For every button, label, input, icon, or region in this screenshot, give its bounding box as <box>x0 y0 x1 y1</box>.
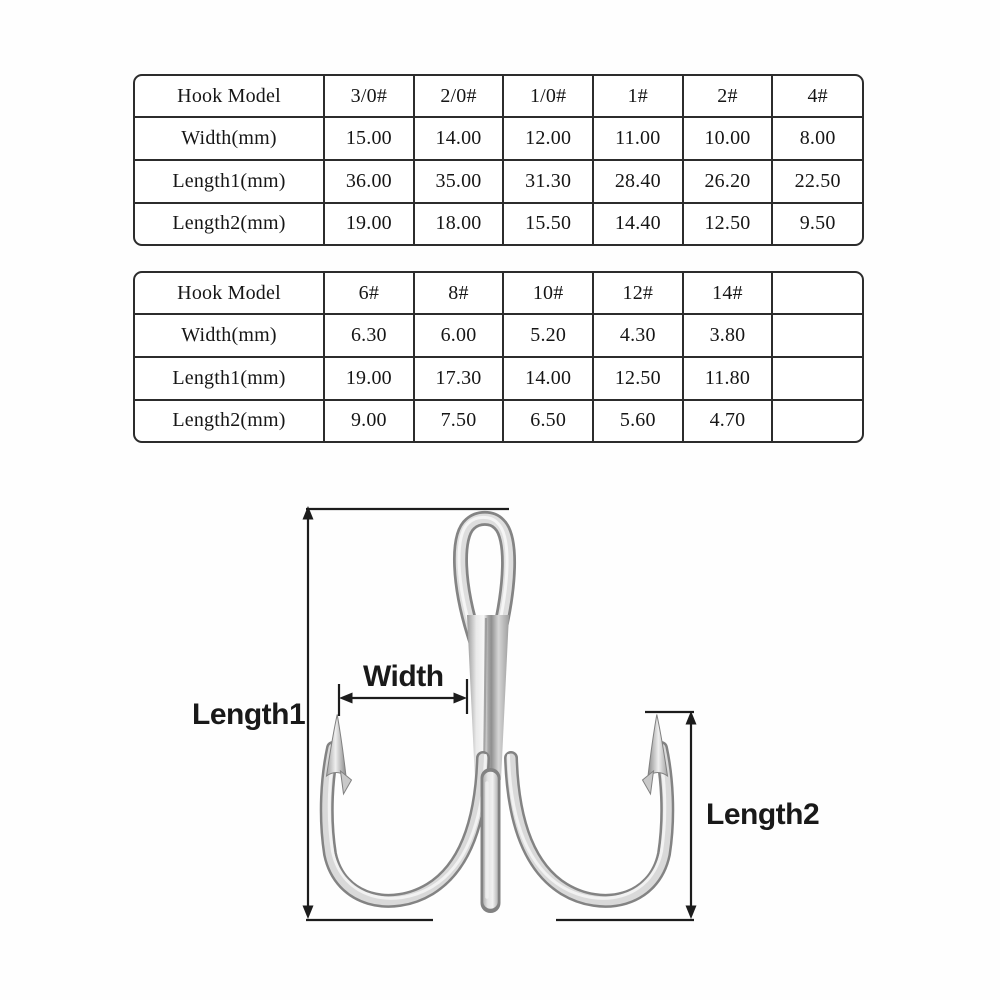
table-corner-label: Hook Model <box>135 76 326 119</box>
hook-right-barb <box>641 769 655 796</box>
value-cell: 36.00 <box>323 158 415 204</box>
table-row: Width(mm) 6.30 6.00 5.20 4.30 3.80 <box>135 313 862 358</box>
value-cell: 15.00 <box>323 116 415 161</box>
value-cell: 11.80 <box>681 355 774 401</box>
table-row: Hook Model 3/0# 2/0# 1/0# 1# 2# 4# <box>135 76 862 119</box>
value-cell: 5.60 <box>591 398 684 441</box>
value-cell: 12.00 <box>502 116 594 161</box>
value-cell: 9.50 <box>771 201 862 244</box>
row-label: Width(mm) <box>135 313 326 358</box>
hook-eye <box>453 510 516 650</box>
value-cell: 6.50 <box>502 398 594 441</box>
table-row: Length1(mm) 36.00 35.00 31.30 28.40 26.2… <box>135 158 862 204</box>
model-header: 3/0# <box>323 76 415 119</box>
value-cell: 14.00 <box>412 116 505 161</box>
value-cell: 12.50 <box>591 355 684 401</box>
length2-label: Length2 <box>706 798 820 831</box>
value-cell <box>771 313 862 358</box>
value-cell: 11.00 <box>591 116 684 161</box>
value-cell: 9.00 <box>323 398 415 441</box>
hook-right-bend <box>504 714 675 908</box>
hook-left-point <box>325 714 347 778</box>
value-cell: 5.20 <box>502 313 594 358</box>
value-cell: 14.40 <box>591 201 684 244</box>
length1-arrow-up <box>302 506 314 520</box>
table-row: Hook Model 6# 8# 10# 12# 14# <box>135 273 862 316</box>
spec-table-1: Hook Model 3/0# 2/0# 1/0# 1# 2# 4# Width… <box>133 74 864 246</box>
hook-left-bend <box>319 714 490 908</box>
model-header: 1# <box>591 76 684 119</box>
model-header: 2/0# <box>412 76 505 119</box>
hook-right-point <box>647 714 669 778</box>
length1-arrow-down <box>302 905 314 919</box>
dimension-width <box>337 679 469 716</box>
row-label: Length2(mm) <box>135 201 326 244</box>
model-header: 10# <box>502 273 594 316</box>
row-label: Length1(mm) <box>135 355 326 401</box>
width-arrow-right <box>453 692 467 704</box>
width-label: Width <box>363 660 444 693</box>
value-cell: 15.50 <box>502 201 594 244</box>
model-header: 6# <box>323 273 415 316</box>
dimension-length1 <box>306 507 509 922</box>
value-cell: 6.30 <box>323 313 415 358</box>
model-header: 12# <box>591 273 684 316</box>
value-cell: 17.30 <box>412 355 505 401</box>
value-cell: 3.80 <box>681 313 774 358</box>
value-cell: 14.00 <box>502 355 594 401</box>
length1-label: Length1 <box>192 698 306 731</box>
value-cell: 22.50 <box>771 158 862 204</box>
model-header: 8# <box>412 273 505 316</box>
model-header <box>771 273 862 316</box>
value-cell: 4.70 <box>681 398 774 441</box>
value-cell: 26.20 <box>681 158 774 204</box>
value-cell: 18.00 <box>412 201 505 244</box>
row-label: Length1(mm) <box>135 158 326 204</box>
length2-arrow-down <box>685 905 697 919</box>
row-label: Length2(mm) <box>135 398 326 441</box>
table-row: Width(mm) 15.00 14.00 12.00 11.00 10.00 … <box>135 116 862 161</box>
length2-arrow-up <box>685 711 697 725</box>
model-header: 14# <box>681 273 774 316</box>
value-cell: 35.00 <box>412 158 505 204</box>
value-cell: 7.50 <box>412 398 505 441</box>
value-cell: 31.30 <box>502 158 594 204</box>
table-row: Length1(mm) 19.00 17.30 14.00 12.50 11.8… <box>135 355 862 401</box>
table-row: Length2(mm) 9.00 7.50 6.50 5.60 4.70 <box>135 398 862 441</box>
model-header: 4# <box>771 76 862 119</box>
value-cell: 28.40 <box>591 158 684 204</box>
table-corner-label: Hook Model <box>135 273 326 316</box>
width-arrow-left <box>339 692 353 704</box>
dimension-length2 <box>556 710 694 922</box>
row-label: Width(mm) <box>135 116 326 161</box>
spec-table-2: Hook Model 6# 8# 10# 12# 14# Width(mm) 6… <box>133 271 864 443</box>
model-header: 1/0# <box>502 76 594 119</box>
value-cell <box>771 398 862 441</box>
value-cell: 4.30 <box>591 313 684 358</box>
hook-left-barb <box>339 769 353 796</box>
hook-middle-point <box>480 768 501 913</box>
model-header: 2# <box>681 76 774 119</box>
value-cell: 8.00 <box>771 116 862 161</box>
table-row: Length2(mm) 19.00 18.00 15.50 14.40 12.5… <box>135 201 862 244</box>
value-cell <box>771 355 862 401</box>
value-cell: 12.50 <box>681 201 774 244</box>
value-cell: 6.00 <box>412 313 505 358</box>
value-cell: 19.00 <box>323 355 415 401</box>
value-cell: 19.00 <box>323 201 415 244</box>
value-cell: 10.00 <box>681 116 774 161</box>
